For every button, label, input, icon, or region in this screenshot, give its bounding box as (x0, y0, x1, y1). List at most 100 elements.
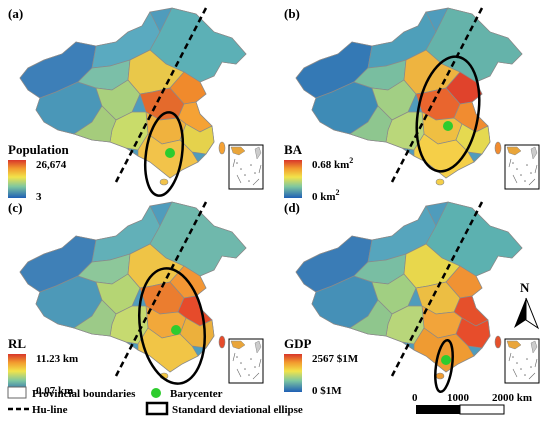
scale-tick-1000: 1000 (447, 392, 470, 404)
province-sw2 (349, 105, 393, 143)
inset-island-dot (254, 172, 256, 174)
province-sw2 (349, 299, 393, 337)
barycenter-point (165, 148, 175, 158)
provincial-boundaries-label: Provincial boundaries (32, 388, 136, 400)
legend-title-4: GDP (284, 336, 312, 351)
map-panel-2: (b) BA 0.68 km2 0 km2 (284, 6, 540, 203)
color-ramp-4 (284, 354, 302, 392)
standard-deviational-ellipse (143, 111, 185, 197)
barycenter-point (443, 121, 453, 131)
inset-dash-line (232, 158, 262, 186)
inset-island-dot (244, 368, 246, 370)
taiwan-island (218, 335, 226, 349)
south-china-sea-inset (228, 338, 264, 384)
inset-island-dot (526, 358, 528, 360)
inset-island-dot (248, 180, 250, 182)
hu-line-label: Hu-line (32, 404, 68, 416)
legend-title-3: RL (8, 336, 26, 351)
hu-line (114, 7, 208, 183)
panel-letter-3: (c) (8, 200, 22, 215)
scale-bar: 0 1000 2000 km (412, 392, 532, 415)
map-panel-1: (a) Population 26,674 3 (8, 6, 264, 203)
standard-deviational-ellipse (415, 55, 481, 173)
inset-coast (230, 340, 246, 350)
legend-min-3: 0.07 km (36, 385, 73, 397)
inset-island-dot (250, 358, 252, 360)
inset-island-dot (512, 356, 514, 358)
superscript: 2 (336, 188, 340, 197)
inset-island-dot (250, 164, 252, 166)
inset-dash-line (508, 158, 538, 186)
inset-island-dot (248, 374, 250, 376)
inset-land (530, 146, 538, 160)
color-ramp-3 (8, 354, 26, 392)
inset-island-dot (236, 356, 238, 358)
hu-line (390, 7, 484, 183)
barycenter-point (441, 355, 451, 365)
hainan-island (159, 178, 169, 186)
north-arrow: N (514, 280, 540, 330)
legend-max-2: 0.68 km2 (312, 156, 353, 171)
barycenter-label: Barycenter (170, 388, 223, 400)
taiwan-island (494, 335, 502, 349)
hainan-island (435, 372, 445, 380)
taiwan-island (218, 141, 226, 155)
color-ramp-1 (8, 160, 26, 198)
south-china-sea-inset (504, 144, 540, 190)
china-map-2 (295, 7, 523, 186)
inset-island-dot (240, 362, 242, 364)
legend-min-1: 3 (36, 191, 42, 203)
standard-deviational-ellipse (434, 338, 454, 394)
hu-line (390, 201, 484, 377)
south-china-sea-inset (228, 144, 264, 190)
inset-island-dot (244, 174, 246, 176)
panel-letter-1: (a) (8, 6, 23, 21)
color-ramp-2 (284, 160, 302, 198)
hu-line (114, 201, 208, 377)
inset-island-dot (530, 172, 532, 174)
inset-island-dot (526, 164, 528, 166)
inset-dash-line (232, 352, 262, 380)
scale-seg-1 (416, 405, 460, 414)
scale-tick-0: 0 (412, 392, 418, 404)
inset-island-dot (524, 374, 526, 376)
inset-island-dot (240, 168, 242, 170)
ellipse-swatch (145, 401, 169, 416)
inset-coast (506, 340, 522, 350)
inset-island-dot (524, 180, 526, 182)
ellipse-label: Standard deviational ellipse (172, 404, 303, 416)
scale-tick-2000: 2000 km (492, 392, 532, 404)
south-china-sea-inset (504, 338, 540, 384)
bottom-legend: Provincial boundaries Hu-line Barycenter… (7, 386, 303, 416)
legend-min-2: 0 km2 (312, 188, 340, 203)
province-sw2 (73, 105, 117, 143)
barycenter-swatch (151, 388, 161, 398)
legend-min-4: 0 $1M (312, 385, 342, 397)
legend-max-1: 26,674 (36, 159, 67, 171)
inset-island-dot (516, 362, 518, 364)
panel-letter-4: (d) (284, 200, 300, 215)
inset-coast (230, 146, 246, 156)
inset-land (254, 146, 262, 160)
inset-island-dot (512, 162, 514, 164)
inset-island-dot (236, 162, 238, 164)
provincial-boundary-swatch (7, 386, 27, 399)
standard-deviational-ellipse (138, 267, 206, 385)
province-sw2 (73, 299, 117, 337)
barycenter-point (171, 325, 181, 335)
inset-island-dot (516, 168, 518, 170)
legend-max-4: 2567 $1M (312, 353, 359, 365)
legend-max-3: 11.23 km (36, 353, 78, 365)
north-arrow-left-icon (514, 298, 526, 328)
inset-dash-line (508, 352, 538, 380)
inset-island-dot (520, 368, 522, 370)
china-map-4 (295, 201, 523, 380)
inset-coast (506, 146, 522, 156)
hainan-island (435, 178, 445, 186)
inset-land (530, 340, 538, 354)
china-map-1 (19, 7, 247, 186)
north-label: N (520, 280, 530, 295)
superscript: 2 (349, 156, 353, 165)
